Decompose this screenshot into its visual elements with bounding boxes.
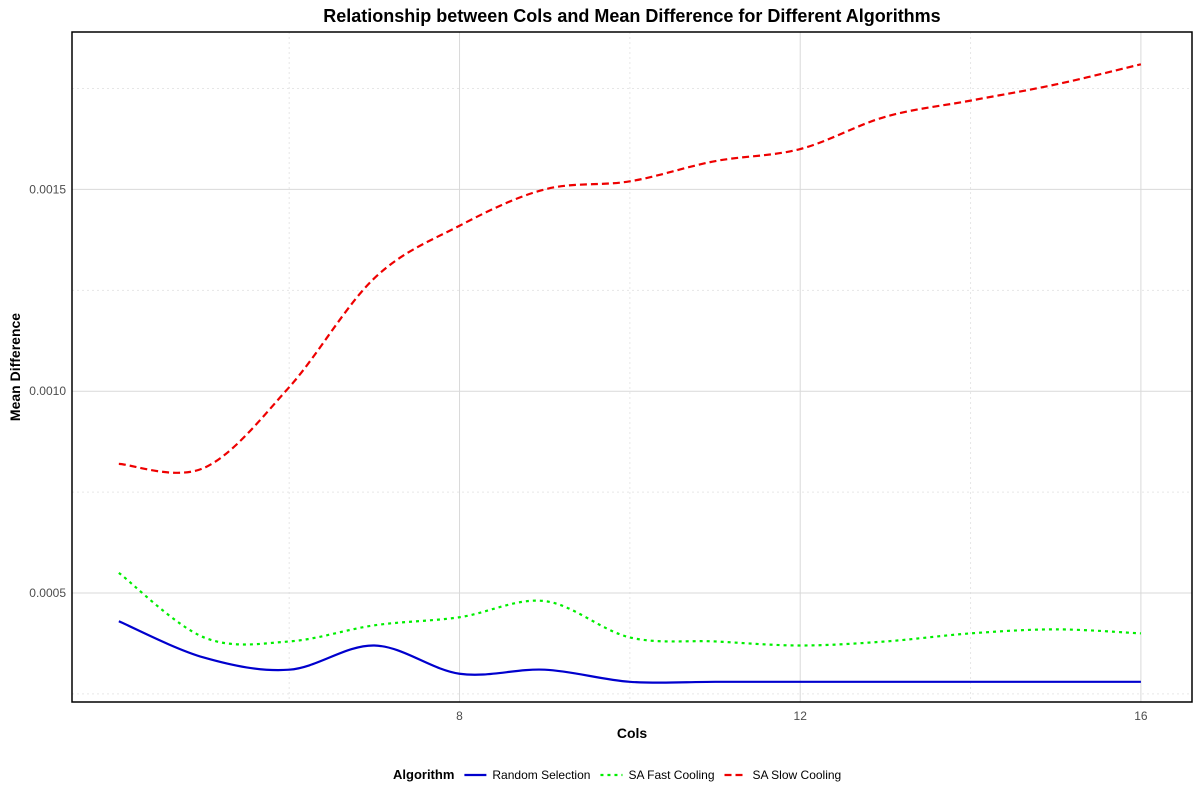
y-tick-label: 0.0010 bbox=[29, 384, 66, 398]
x-tick-label: 8 bbox=[456, 709, 463, 723]
series-line-sa-slow-cooling bbox=[118, 63, 1142, 474]
x-tick-label: 16 bbox=[1134, 709, 1148, 723]
y-axis-title: Mean Difference bbox=[7, 313, 23, 421]
x-tick-label: 12 bbox=[794, 709, 808, 723]
legend-label-sa-fast-cooling: SA Fast Cooling bbox=[628, 768, 714, 782]
chart-title: Relationship between Cols and Mean Diffe… bbox=[323, 6, 941, 26]
y-tick-label: 0.0015 bbox=[29, 182, 66, 196]
series-line-random-selection bbox=[118, 620, 1141, 684]
legend-title: Algorithm bbox=[393, 767, 454, 782]
y-tick-label: 0.0005 bbox=[29, 586, 66, 600]
legend-label-sa-slow-cooling: SA Slow Cooling bbox=[753, 768, 842, 782]
plot-panel-border bbox=[71, 31, 1193, 703]
legend-label-random-selection: Random Selection bbox=[492, 768, 590, 782]
x-axis-title: Cols bbox=[617, 725, 648, 741]
